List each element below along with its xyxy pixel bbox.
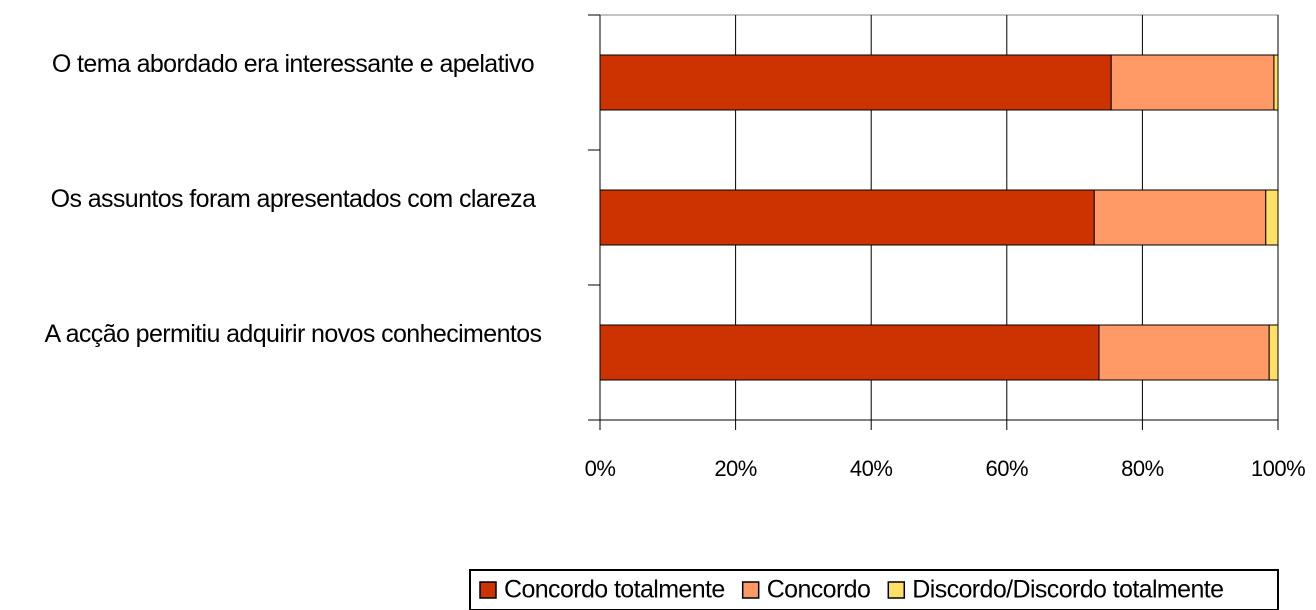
bar-segment xyxy=(599,324,1100,381)
x-tick-label: 60% xyxy=(986,456,1029,481)
legend-swatch xyxy=(479,581,497,599)
legend-label: Discordo/Discordo totalmente xyxy=(912,576,1223,604)
y-tick-label: A acção permitiu adquirir novos conhecim… xyxy=(44,319,542,348)
bar-segment xyxy=(599,189,1095,246)
x-tick-label: 80% xyxy=(1121,456,1164,481)
x-tick-label: 100% xyxy=(1251,456,1305,481)
bar-segment xyxy=(1268,324,1279,381)
bar-segment xyxy=(1265,189,1279,246)
legend-label: Concordo xyxy=(767,576,871,604)
legend-swatch xyxy=(887,581,906,599)
legend-swatch xyxy=(741,581,760,599)
bar-segment xyxy=(1110,54,1275,111)
bar-segment xyxy=(599,54,1112,111)
bar-segment xyxy=(1098,324,1270,381)
x-tick-label: 20% xyxy=(714,456,757,481)
bar-segment xyxy=(1273,54,1279,111)
legend-label: Concordo totalmente xyxy=(504,576,725,604)
x-tick-label: 40% xyxy=(850,456,893,481)
legend-box xyxy=(469,569,1279,610)
y-tick-label: O tema abordado era interessante e apela… xyxy=(51,49,535,78)
bar-segment xyxy=(1093,189,1267,246)
x-tick-label: 0% xyxy=(585,456,616,481)
y-tick-label: Os assuntos foram apresentados com clare… xyxy=(50,184,536,213)
